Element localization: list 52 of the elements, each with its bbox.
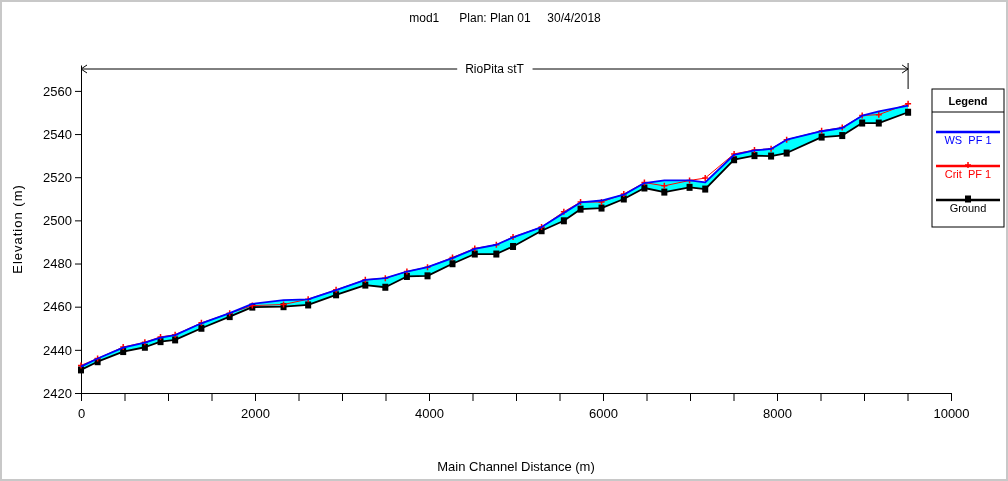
- x-tick-label: 6000: [589, 406, 618, 422]
- legend-label: Crit PF 1: [944, 168, 992, 180]
- legend-label: Ground: [949, 202, 987, 214]
- point: [875, 119, 882, 127]
- point: [783, 149, 790, 157]
- y-tick-label: 2420: [43, 385, 72, 401]
- y-tick-label: 2560: [43, 83, 72, 99]
- point: [701, 174, 709, 182]
- y-tick-label: 2520: [43, 169, 72, 185]
- point: [702, 185, 709, 193]
- x-axis-title: Main Channel Distance (m): [437, 459, 595, 474]
- y-axis-title: Elevation (m): [10, 184, 25, 274]
- point: [751, 152, 758, 160]
- point: [449, 260, 456, 268]
- point: [172, 336, 179, 344]
- point: [859, 119, 866, 127]
- x-tick-label: 2000: [241, 406, 270, 422]
- point: [905, 108, 912, 116]
- point: [157, 338, 164, 346]
- point: [577, 205, 584, 213]
- point: [362, 281, 369, 289]
- point: [424, 272, 431, 280]
- point: [641, 184, 648, 192]
- x-tick-label: 8000: [763, 406, 792, 422]
- x-tick-label: 0: [77, 406, 86, 422]
- chart-title: mod1 Plan: Plan 01 30/4/2018: [409, 11, 602, 25]
- x-tick-label: 4000: [415, 406, 444, 422]
- point: [818, 133, 825, 141]
- annotation: RioPita stT: [465, 62, 525, 76]
- y-tick-label: 2500: [43, 213, 72, 229]
- y-tick-label: 2440: [43, 342, 72, 358]
- y-tick-label: 2480: [43, 256, 72, 272]
- y-tick-label: 2460: [43, 299, 72, 315]
- point: [493, 250, 500, 258]
- y-tick-label: 2540: [43, 126, 72, 142]
- point: [598, 204, 605, 212]
- legend-title: Legend: [948, 95, 988, 107]
- point: [305, 301, 312, 309]
- point: [620, 195, 627, 203]
- text: WS PF 1: [944, 134, 992, 146]
- point: [510, 242, 517, 250]
- point: [839, 132, 846, 140]
- point: [686, 183, 693, 191]
- point: [560, 217, 567, 225]
- point: [403, 272, 410, 280]
- x-tick-label: 10000: [933, 406, 970, 422]
- point: [198, 324, 205, 332]
- point: [382, 283, 389, 291]
- point: [661, 188, 668, 196]
- point: [768, 152, 775, 160]
- point: [471, 250, 478, 258]
- point: [141, 343, 148, 351]
